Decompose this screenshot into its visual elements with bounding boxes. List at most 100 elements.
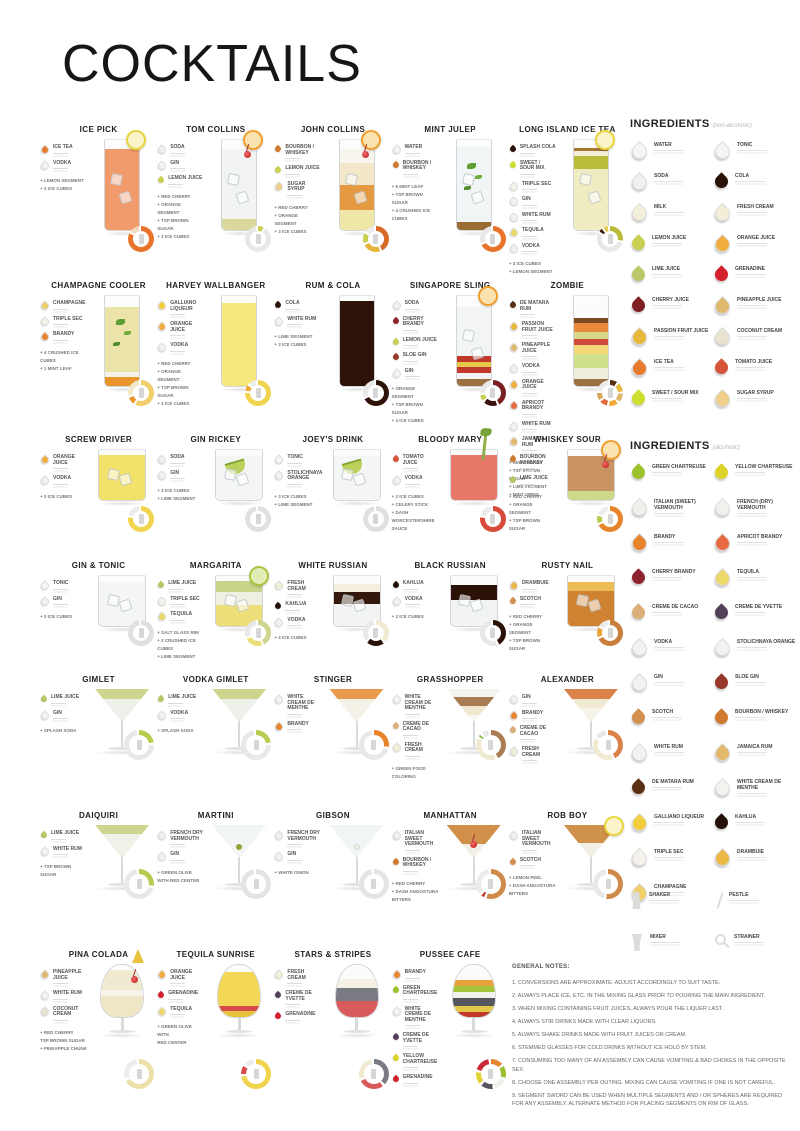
legend-item-desc-lines — [652, 787, 682, 788]
legend-title: INGREDIENTS — [630, 440, 710, 452]
ingredient-list: TOMATO JUICE VODKA + 2 ICE CUBES + CELERY S… — [390, 447, 439, 536]
garnish-notes: + 6 MINT LEAF + TSP BROWN SUGAR + 4 CRUSHE… — [392, 183, 439, 223]
ingredient-item: FRESH CREAM — [508, 746, 556, 764]
ingredient-list: DE MATARA RUM PASSION FRUIT JUICE PINEAPPL… — [508, 293, 556, 497]
ingredient-item: CREME DE CACAO — [508, 725, 556, 743]
measure-lines — [287, 983, 303, 984]
ingredient-drop-icon — [508, 580, 520, 592]
ingredient-drop-icon — [39, 969, 51, 981]
legend-item-desc-lines — [737, 513, 767, 514]
ingredient-text: WHITE CREME DE MENTHE — [404, 1006, 439, 1030]
garnish-note: + 2 ICE CUBES — [391, 493, 424, 499]
cocktail-body: SPLASH COLA SWEET / SOUR MIX TRIPLE SEC GIN… — [508, 130, 626, 274]
ice-cube — [341, 467, 355, 481]
legend-item-desc-lines — [735, 472, 765, 473]
ingredient-drop-icon — [712, 265, 731, 284]
ingredient-drop-icon — [390, 367, 403, 380]
legend-item-text: DE MATARA RUM — [652, 779, 694, 788]
ingredient-list: COLA WHITE RUM + LIME SEGMENT + 3 ICE CUBES — [273, 293, 321, 410]
glass — [338, 130, 381, 236]
ingredient-list: FRENCH DRY VERMOUTH GIN + WHITE ONION — [273, 823, 321, 925]
glass-stem — [237, 1018, 241, 1030]
ingredient-item: ICE TEA — [39, 144, 87, 157]
ingredient-list: WATER BOURBON / WHISKEY + 6 MINT LEAF + TSP… — [390, 137, 439, 256]
ingredient-item: GRENADINE — [274, 1011, 321, 1024]
legend-item-text: TRIPLE SEC — [654, 849, 684, 858]
measure-lines — [287, 594, 303, 595]
pestle-icon — [716, 892, 724, 909]
glass-glyph-icon — [373, 234, 379, 244]
tool-desc-lines — [734, 942, 764, 943]
ingredient-drop-icon — [39, 475, 51, 487]
ingredient-text: FRESH CREAM — [521, 746, 556, 764]
legend-item-text: STOLICHNAYA ORANGE — [737, 639, 795, 648]
garnish-note: + 3 ICE CUBES — [274, 228, 307, 234]
cocktail-name: WHITE RUSSIAN — [298, 561, 368, 570]
glass-glyph-icon — [255, 388, 261, 398]
garnish-notes: + ORANGE SEGMENT + TSP BROWN SUGAR + 3 ICE… — [392, 385, 439, 425]
ingredient-name: LEMON JUICE — [168, 175, 203, 181]
proportion-ring — [597, 620, 624, 646]
ingredient-name: BRANDY — [404, 969, 426, 975]
cocktail-name: ALEXANDER — [540, 675, 595, 684]
ingredient-item: BOURBON WHISKEY — [508, 454, 556, 472]
legend-item-desc-lines — [737, 212, 767, 213]
cocktail-name: GIN RICKEY — [190, 435, 242, 444]
measure-lines — [404, 977, 420, 979]
legend-item-text: VODKA — [654, 639, 684, 648]
measure-lines — [53, 483, 68, 485]
glass-column — [556, 130, 626, 256]
ingredient-drop-icon — [712, 708, 731, 727]
ingredient-drop-icon — [508, 746, 520, 758]
legend-item-desc-lines — [737, 752, 767, 753]
glass-glyph-icon — [371, 740, 377, 750]
measure-lines — [521, 760, 537, 761]
legend-item-desc-lines — [737, 647, 767, 648]
ingredient-text: VODKA — [170, 710, 188, 723]
ingredient-text: GIN — [521, 196, 537, 209]
glass-foot — [108, 883, 137, 886]
ingredient-drop-icon — [39, 144, 51, 156]
measure-lines — [404, 849, 420, 851]
cocktail-name: VODKA GIMLET — [182, 675, 249, 684]
legend-item-text: APRICOT BRANDY — [737, 534, 782, 543]
glass-foot — [459, 883, 488, 886]
garnish-note: + TSP BROWN SUGAR — [157, 384, 189, 398]
legend-item: FRESH CREAM — [711, 202, 796, 235]
ingredient-item: FRENCH DRY VERMOUTH — [156, 830, 204, 848]
garnish-notes: + RED CHERRY + ORANGE SEGMENT + TSP BROWN … — [157, 193, 204, 242]
ingredient-drop-icon — [508, 709, 520, 722]
glass — [221, 130, 264, 236]
ingredient-item: GREEN CHARTREUSE — [391, 985, 439, 1003]
garnish-notes: + 3 ICE CUBES — [40, 613, 87, 621]
garnish-notes: + LIME SEGMENT + 3 ICE CUBES — [274, 333, 321, 349]
ingredient-name: BOURBON / WHISKEY — [285, 144, 315, 156]
ingredient-item: CREME DE YVETTE — [274, 990, 321, 1008]
ingredient-item: TRIPLE SEC — [39, 315, 87, 329]
drink-layer — [446, 689, 501, 698]
garnish-notes: + WHITE ONION — [274, 869, 321, 877]
proportion-ring — [362, 506, 389, 532]
glass-glyph-icon — [371, 1069, 377, 1079]
glass — [329, 689, 384, 755]
ingredient-drop-icon — [39, 694, 49, 704]
measure-lines — [170, 619, 186, 621]
cocktail-body: ORANGE JUICE GRENADINE TEQUILA + GREEN OLIV… — [156, 962, 274, 1115]
garnish-notes: + LEMON PEEL + DASH ANGOSTURA BITTERS — [509, 874, 556, 898]
legend-item-name: DE MATARA RUM — [652, 779, 694, 785]
legend-item-desc-lines — [737, 243, 767, 244]
ingredient-drop-icon — [508, 363, 520, 375]
ingredient-name: WHITE RUM — [53, 990, 82, 996]
ingredient-text: TONIC — [287, 454, 303, 467]
legend-item-desc-lines — [654, 752, 684, 753]
drink-layer — [456, 373, 491, 379]
ingredient-name: LIME JUICE — [168, 694, 197, 700]
ingredient-text: SLOE GIN — [402, 352, 427, 365]
cocktail-body: ORANGE JUICE VODKA + 3 ICE CUBES — [39, 447, 157, 536]
ingredient-name: ORANGE JUICE — [170, 321, 193, 333]
ingredient-drop-icon — [274, 300, 283, 310]
ingredient-name: ITALIAN SWEET VERMOUTH — [521, 830, 551, 847]
ingredient-drop-icon — [39, 595, 51, 608]
measure-lines — [402, 1046, 418, 1047]
garnish-notes: + LEMON SEGMENT + 3 ICE CUBES — [40, 177, 87, 193]
